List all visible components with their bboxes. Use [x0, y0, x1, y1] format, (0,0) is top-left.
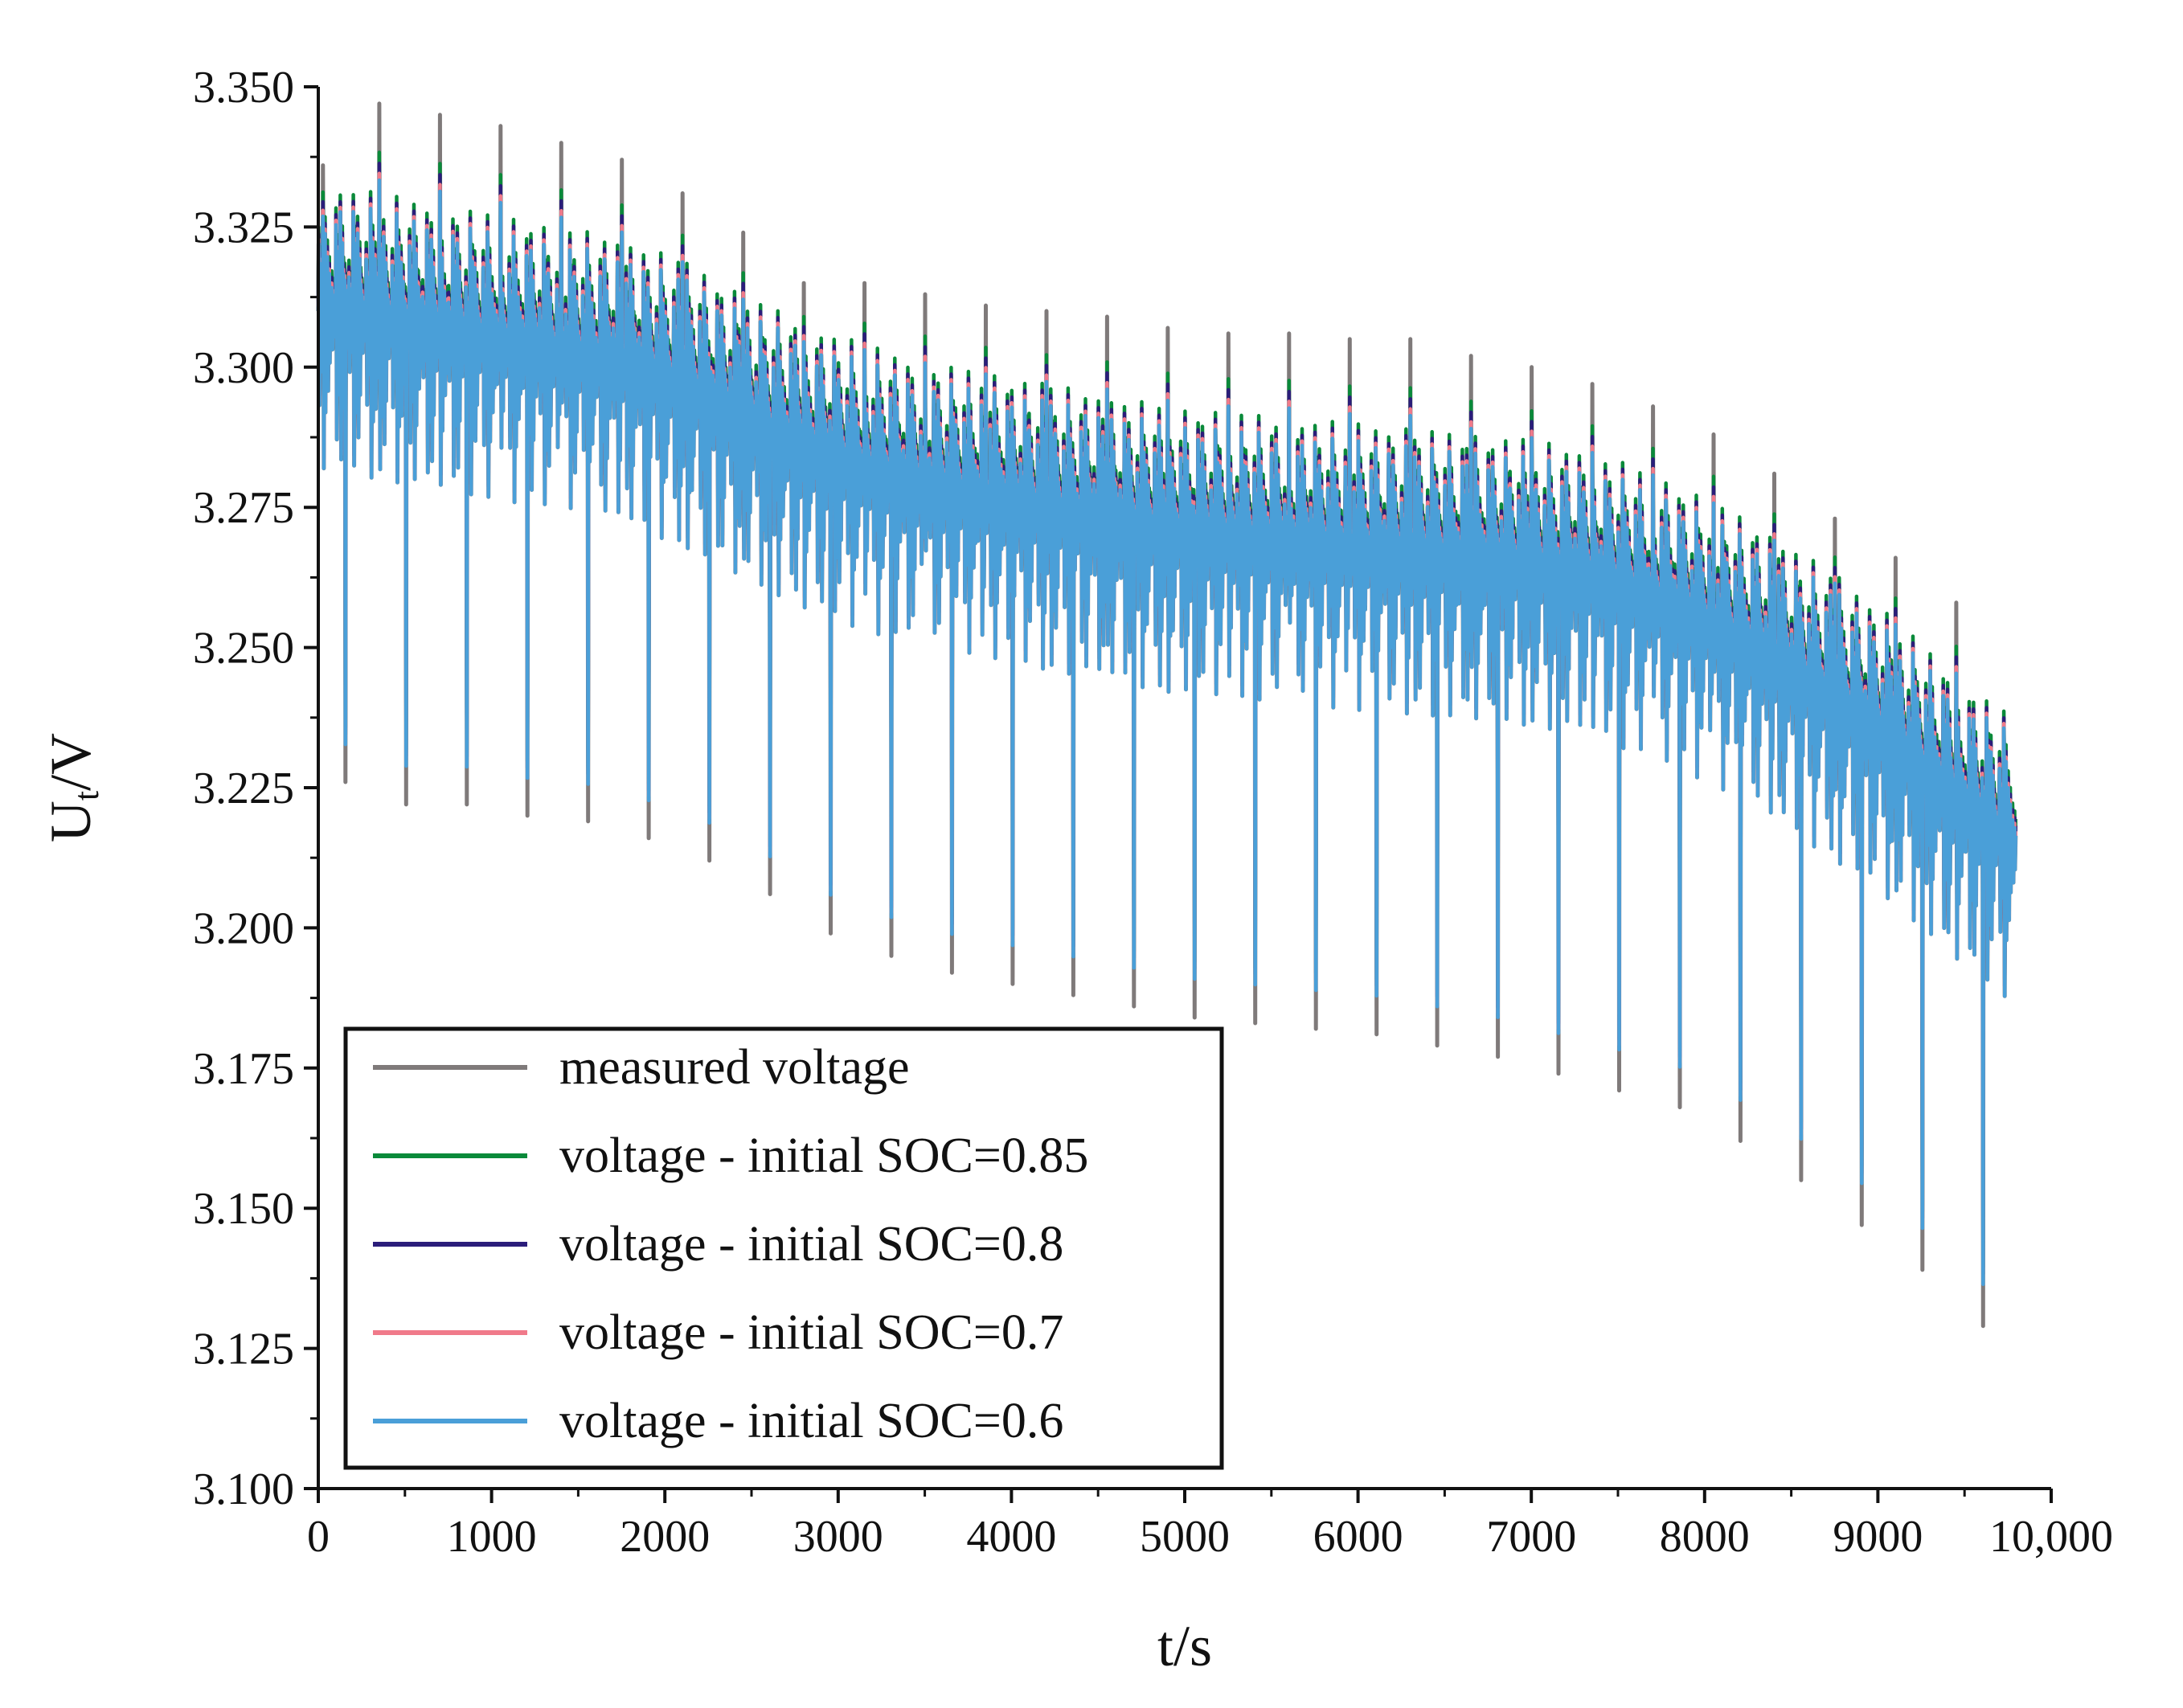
y-tick-label: 3.350	[193, 63, 294, 113]
legend-label: voltage - initial SOC=0.8	[559, 1217, 1063, 1272]
x-tick-label: 7000	[1486, 1512, 1576, 1562]
legend-label: voltage - initial SOC=0.7	[559, 1305, 1063, 1360]
y-tick-label: 3.150	[193, 1184, 294, 1234]
x-tick-label: 1000	[447, 1512, 537, 1562]
y-ticks: 3.100 3.125 3.150 3.175 3.200 3.225 3.250 3.275…	[193, 63, 318, 1514]
y-tick-label: 3.225	[193, 764, 294, 813]
x-tick-label: 5000	[1140, 1512, 1230, 1562]
y-tick-label: 3.325	[193, 203, 294, 252]
y-tick-label: 3.300	[193, 343, 294, 393]
y-axis-title: Ut/V	[39, 733, 106, 842]
x-tick-label: 10,000	[1989, 1512, 2113, 1562]
series-layer	[316, 101, 2018, 1329]
y-axis-title-main: U	[39, 801, 103, 842]
y-axis-title-unit: /V	[39, 733, 103, 791]
x-tick-label: 3000	[793, 1512, 883, 1562]
legend-label: voltage - initial SOC=0.85	[559, 1128, 1088, 1183]
y-tick-label: 3.275	[193, 483, 294, 533]
legend-label: measured voltage	[559, 1040, 910, 1095]
x-tick-label: 2000	[620, 1512, 710, 1562]
legend: measured voltage voltage - initial SOC=0.…	[343, 1026, 1224, 1470]
y-tick-label: 3.175	[193, 1044, 294, 1094]
y-tick-label: 3.250	[193, 624, 294, 674]
x-axis-title: t/s	[1157, 1614, 1212, 1678]
legend-items: measured voltage voltage - initial SOC=0.…	[373, 1040, 1088, 1448]
y-axis-title-subscript: t	[67, 791, 106, 801]
x-tick-label: 4000	[966, 1512, 1056, 1562]
y-tick-label: 3.125	[193, 1325, 294, 1374]
x-ticks: 0 1000 2000 3000 4000 5000 6000 7000 8000 9000 10,…	[307, 1489, 2113, 1562]
y-tick-label: 3.200	[193, 903, 294, 953]
series-line-4	[316, 178, 2018, 1287]
x-tick-label: 8000	[1660, 1512, 1750, 1562]
legend-label: voltage - initial SOC=0.6	[559, 1394, 1063, 1448]
x-tick-label: 6000	[1313, 1512, 1403, 1562]
x-tick-label: 0	[307, 1512, 330, 1562]
y-tick-label: 3.100	[193, 1464, 294, 1514]
x-tick-label: 9000	[1833, 1512, 1923, 1562]
axes-layer: 0 1000 2000 3000 4000 5000 6000 7000 8000 9000 10,…	[193, 63, 2113, 1562]
legend-box	[343, 1026, 1224, 1470]
